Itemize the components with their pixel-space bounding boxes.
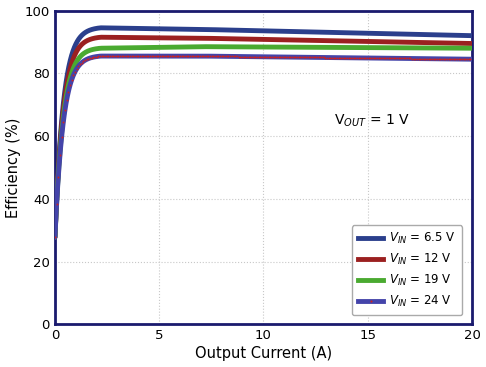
Y-axis label: Efficiency (%): Efficiency (%) [5, 117, 20, 218]
$V_{IN}$ = 19 V [124, 46, 130, 50]
$V_{IN}$ = 12 V [461, 41, 467, 46]
$V_{IN}$ = 19 V [100, 46, 105, 50]
X-axis label: Output Current (A): Output Current (A) [195, 346, 332, 361]
$V_{IN}$ = 6.5 V [230, 28, 236, 32]
$V_{IN}$ = 12 V [52, 235, 58, 239]
$V_{IN}$ = 6.5 V [461, 33, 467, 38]
$V_{IN}$ = 12 V [98, 35, 104, 39]
$V_{IN}$ = 6.5 V [52, 235, 58, 239]
Text: V$_{OUT}$ = 1 V: V$_{OUT}$ = 1 V [334, 112, 410, 128]
$V_{IN}$ = 6.5 V [124, 26, 130, 30]
$V_{IN}$ = 6.5 V [98, 26, 104, 30]
$V_{IN}$ = 19 V [469, 46, 475, 50]
Legend: $V_{IN}$ = 6.5 V, $V_{IN}$ = 12 V, $V_{IN}$ = 19 V, $V_{IN}$ = 24 V: $V_{IN}$ = 6.5 V, $V_{IN}$ = 12 V, $V_{I… [351, 225, 462, 315]
$V_{IN}$ = 19 V [52, 235, 58, 240]
Line: $V_{IN}$ = 12 V: $V_{IN}$ = 12 V [55, 37, 472, 237]
Line: $V_{IN}$ = 6.5 V: $V_{IN}$ = 6.5 V [55, 28, 472, 237]
$V_{IN}$ = 19 V [461, 46, 467, 50]
$V_{IN}$ = 19 V [230, 45, 236, 49]
$V_{IN}$ = 19 V [198, 44, 204, 49]
$V_{IN}$ = 12 V [124, 35, 130, 40]
$V_{IN}$ = 12 V [469, 41, 475, 46]
$V_{IN}$ = 6.5 V [416, 32, 422, 37]
$V_{IN}$ = 6.5 V [100, 26, 105, 30]
$V_{IN}$ = 12 V [212, 36, 218, 41]
$V_{IN}$ = 6.5 V [469, 33, 475, 38]
Line: $V_{IN}$ = 19 V: $V_{IN}$ = 19 V [55, 47, 472, 237]
$V_{IN}$ = 19 V [212, 44, 218, 49]
$V_{IN}$ = 19 V [416, 46, 422, 50]
$V_{IN}$ = 12 V [416, 40, 422, 45]
$V_{IN}$ = 12 V [230, 37, 236, 41]
$V_{IN}$ = 6.5 V [212, 28, 218, 32]
$V_{IN}$ = 12 V [100, 35, 105, 40]
